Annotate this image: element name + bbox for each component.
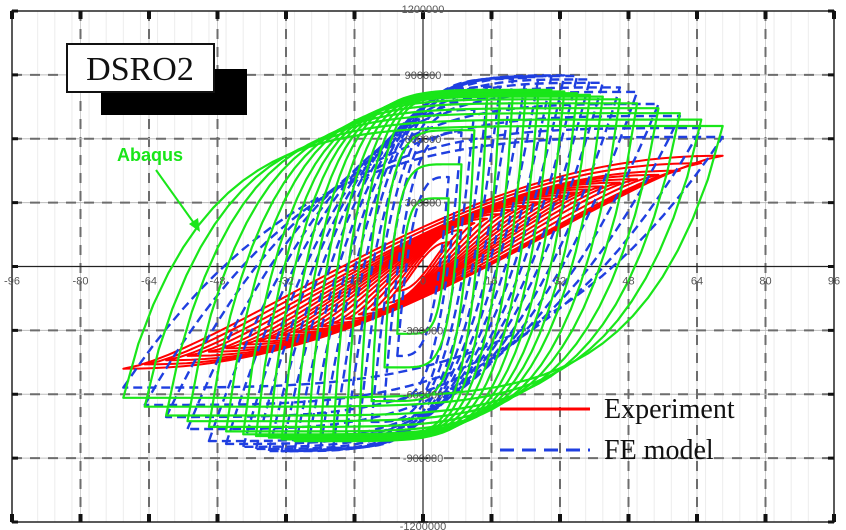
- series-loop: [396, 175, 450, 358]
- y-tick-label: -1200000: [400, 521, 447, 530]
- series-group: [122, 74, 724, 453]
- y-tick-label: -900000: [403, 453, 443, 465]
- x-tick-label: -96: [4, 276, 20, 288]
- series-loop: [122, 135, 724, 389]
- x-tick-label: 64: [691, 276, 703, 288]
- x-tick-label: -32: [278, 276, 294, 288]
- y-tick-label: 900000: [405, 70, 442, 82]
- y-tick-label: 300000: [405, 198, 442, 210]
- legend: Experiment FE model: [500, 394, 735, 466]
- panel-label-box: [66, 43, 215, 93]
- x-tick-label: 80: [759, 276, 771, 288]
- y-tick-label: -600000: [403, 389, 443, 401]
- abaqus-annotation-arrowhead: [189, 218, 200, 232]
- x-tick-label: 16: [485, 276, 497, 288]
- x-tick-label: 32: [554, 276, 566, 288]
- series-loop: [165, 112, 681, 417]
- series-loop: [143, 118, 703, 408]
- series-loop: [122, 124, 724, 399]
- x-tick-label: -64: [141, 276, 157, 288]
- x-tick-label: -80: [73, 276, 89, 288]
- abaqus-annotation-text: Abaqus: [117, 145, 183, 165]
- x-tick-label: -48: [210, 276, 226, 288]
- series-loop: [383, 229, 463, 304]
- series-loop: [383, 131, 463, 402]
- x-tick-label: 48: [622, 276, 634, 288]
- y-tick-label: 600000: [405, 134, 442, 146]
- series-loop: [186, 107, 660, 423]
- series-loop: [396, 197, 450, 335]
- series-loop: [383, 163, 463, 369]
- y-tick-label: 1200000: [402, 4, 445, 16]
- tick-labels: -96 -80 -64 -48 -32 -16 0 16 32 48 64 80 96 -1200000 -…: [4, 4, 840, 530]
- x-tick-label: 0: [420, 276, 426, 288]
- series-loop: [122, 154, 724, 370]
- y-tick-label: -300000: [403, 325, 443, 337]
- series-abaqus: [122, 88, 724, 443]
- legend-label-fe-model: FE model: [604, 435, 714, 466]
- panel-label-text: DSRO2: [86, 51, 194, 88]
- abaqus-annotation-arrow-line: [155, 169, 197, 227]
- abaqus-annotation: Abaqus: [117, 145, 200, 232]
- x-tick-label: 96: [828, 276, 840, 288]
- legend-label-experiment: Experiment: [604, 394, 735, 425]
- axes: [10, 9, 836, 524]
- x-tick-label: -16: [347, 276, 363, 288]
- series-loop: [267, 74, 579, 453]
- series-loop: [370, 129, 476, 403]
- panel-label: DSRO2: [66, 43, 247, 115]
- series-loop: [207, 102, 639, 428]
